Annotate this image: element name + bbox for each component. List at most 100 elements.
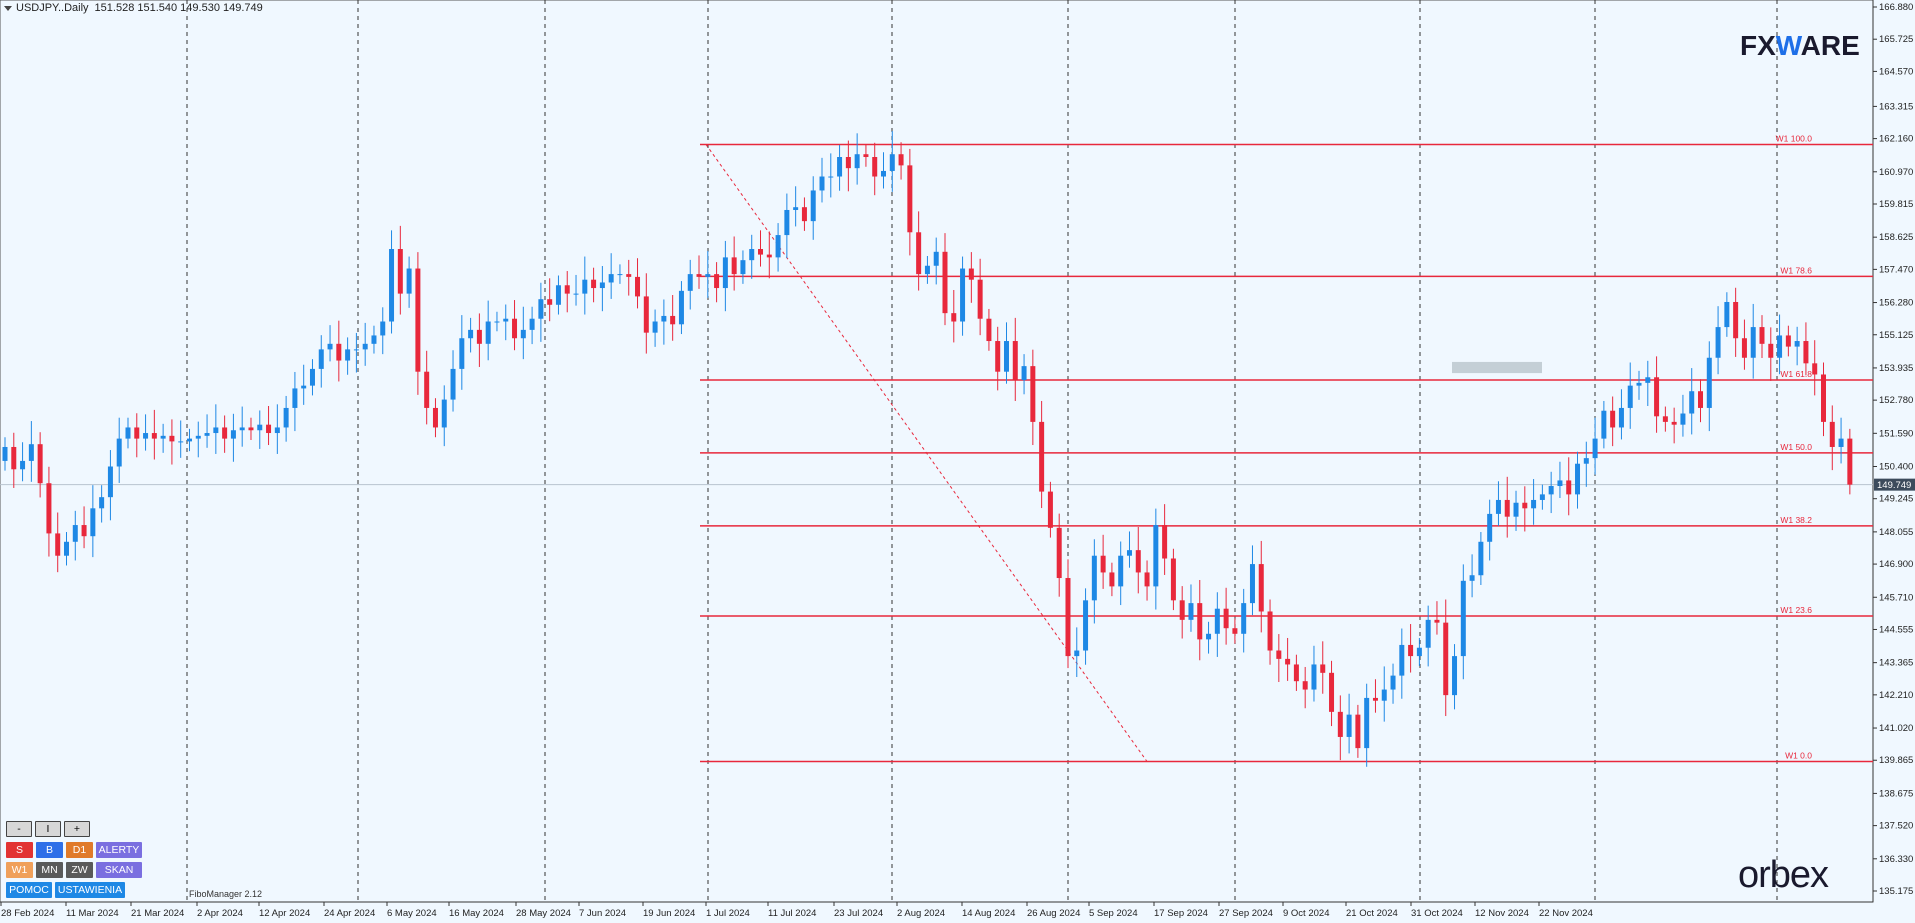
candle-body <box>309 368 315 386</box>
w1-button[interactable]: W1 <box>6 862 33 878</box>
fib-level-label: W1 38.2 <box>1780 515 1812 525</box>
candle-body <box>898 154 904 166</box>
candle-body <box>960 268 966 322</box>
candle-body <box>1293 664 1299 682</box>
x-tick-label: 14 Aug 2024 <box>962 908 1015 919</box>
x-tick-label: 12 Apr 2024 <box>259 908 310 919</box>
candle-body <box>1399 644 1405 676</box>
candle-body <box>995 341 1001 372</box>
candle-body <box>1698 391 1704 408</box>
y-tick-label: 153.935 <box>1879 363 1913 374</box>
candle-body <box>1311 664 1317 690</box>
candle-body <box>1249 564 1255 604</box>
candle-body <box>643 296 649 333</box>
mn-button[interactable]: MN <box>36 862 63 878</box>
buy-button[interactable]: B <box>36 842 63 858</box>
candle-body <box>178 441 184 443</box>
candle-body <box>28 444 34 461</box>
candle-body <box>20 460 26 470</box>
candle-body <box>468 329 474 339</box>
settings-button[interactable]: USTAWIENIA <box>55 882 125 898</box>
candle-body <box>529 318 535 330</box>
y-tick-label: 163.315 <box>1879 101 1913 112</box>
d1-button[interactable]: D1 <box>66 842 93 858</box>
candle-body <box>1662 416 1668 422</box>
x-tick-label: 22 Nov 2024 <box>1539 908 1593 919</box>
zw-button[interactable]: ZW <box>66 862 93 878</box>
candle-body <box>1724 301 1730 328</box>
candle-body <box>916 232 922 275</box>
help-button[interactable]: POMOC <box>6 882 52 898</box>
candle-body <box>397 249 403 294</box>
candle-body <box>1750 327 1756 358</box>
candle-body <box>933 251 939 266</box>
candle-body <box>1443 622 1449 696</box>
candle-body <box>1223 608 1229 629</box>
candle-body <box>1829 421 1835 447</box>
x-tick-label: 17 Sep 2024 <box>1154 908 1208 919</box>
candle-body <box>977 279 983 319</box>
candle-body <box>239 427 245 431</box>
y-tick-label: 166.880 <box>1879 2 1913 13</box>
candle-body <box>1548 486 1554 495</box>
candle-body <box>564 285 570 294</box>
candle-body <box>151 433 157 439</box>
y-tick-label: 160.970 <box>1879 167 1913 178</box>
y-tick-label: 146.900 <box>1879 559 1913 570</box>
x-tick-label: 27 Sep 2024 <box>1219 908 1273 919</box>
candle-body <box>924 265 930 275</box>
candle-body <box>327 343 333 350</box>
candle-body <box>485 321 491 344</box>
candle-body <box>494 321 500 323</box>
candle-body <box>424 371 430 408</box>
fib-level-label: W1 0.0 <box>1785 750 1812 760</box>
x-tick-label: 7 Jun 2024 <box>579 908 626 919</box>
candle-body <box>116 438 122 467</box>
candle-body <box>828 176 834 178</box>
candle-body <box>1636 382 1642 386</box>
candle-body <box>1267 611 1273 651</box>
candle-body <box>1478 541 1484 576</box>
candle-body <box>1100 555 1106 573</box>
y-tick-label: 138.675 <box>1879 788 1913 799</box>
fib-level-label: W1 61.8 <box>1780 369 1812 379</box>
fib-level-label: W1 100.0 <box>1776 133 1813 143</box>
zoom-out-button[interactable]: - <box>6 821 32 837</box>
x-tick-label: 28 May 2024 <box>516 908 571 919</box>
candle-body <box>951 313 957 322</box>
candle-body <box>1592 438 1598 459</box>
y-tick-label: 156.280 <box>1879 298 1913 309</box>
candle-body <box>1056 527 1062 579</box>
candle-body <box>1618 407 1624 428</box>
pause-button[interactable]: I <box>35 821 61 837</box>
candle-body <box>837 157 843 177</box>
x-tick-label: 12 Nov 2024 <box>1475 908 1529 919</box>
candle-body <box>722 257 728 289</box>
candle-body <box>1645 377 1651 383</box>
scan-button[interactable]: SKAN <box>96 862 142 878</box>
candle-body <box>854 154 860 169</box>
candle-body <box>1768 343 1774 358</box>
zoom-in-button[interactable]: + <box>64 821 90 837</box>
candle-body <box>1733 301 1739 339</box>
candle-body <box>670 315 676 325</box>
candle-body <box>1355 714 1361 749</box>
candle-body <box>547 299 553 305</box>
candle-body <box>1820 374 1826 422</box>
menu-triangle-icon[interactable] <box>4 5 12 11</box>
chart-header: USDJPY..Daily 151.528 151.540 149.530 14… <box>0 0 263 16</box>
alerts-button[interactable]: ALERTY <box>96 842 142 858</box>
sell-button[interactable]: S <box>6 842 33 858</box>
candle-body <box>160 435 166 439</box>
candle-body <box>617 274 623 276</box>
candle-body <box>1495 499 1501 514</box>
candle-body <box>942 251 948 314</box>
candle-body <box>1197 603 1203 640</box>
x-tick-label: 21 Oct 2024 <box>1346 908 1398 919</box>
candle-body <box>1460 580 1466 657</box>
fibo-control-panel: - I + S B D1 ALERTY W1 MN ZW SKAN POMOC … <box>6 821 142 902</box>
candle-body <box>450 368 456 400</box>
candle-body <box>1575 463 1581 495</box>
